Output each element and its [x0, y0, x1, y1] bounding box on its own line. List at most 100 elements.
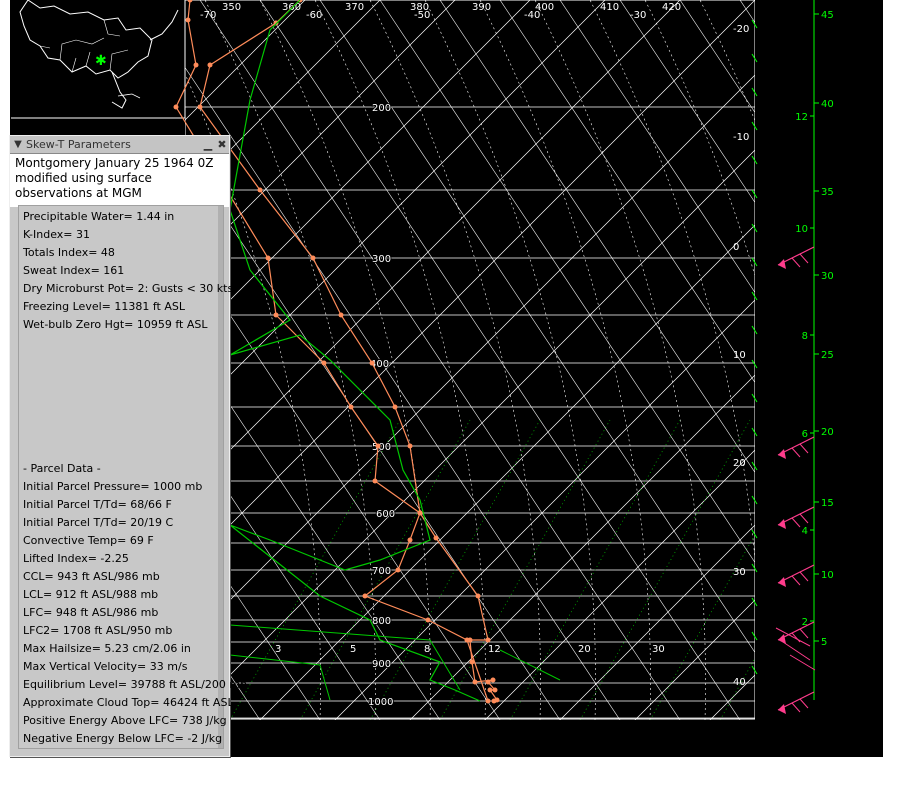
- height-kft-label: 25: [821, 350, 834, 361]
- profile-point: [321, 360, 327, 366]
- parameter-row: Sweat Index= 161: [23, 264, 125, 277]
- parameter-row: Approximate Cloud Top= 46424 ft ASL: [23, 696, 234, 709]
- parameters-list[interactable]: Precipitable Water= 1.44 in K-Index= 31 To…: [18, 205, 248, 749]
- mixing-ratio-line: [369, 419, 541, 720]
- profile-point: [273, 20, 279, 26]
- profile-point: [395, 567, 401, 573]
- pressure-label: 1000: [368, 697, 393, 708]
- parameter-row: LFC2= 1708 ft ASL/950 mb: [23, 624, 173, 637]
- profile-point: [173, 104, 179, 110]
- profile-point: [372, 478, 378, 484]
- parameter-row: Equilibrium Level= 39788 ft ASL/200 mb: [23, 678, 248, 691]
- parameter-row: Positive Energy Above LFC= 738 J/kg: [23, 714, 227, 727]
- wind-staff-tick: [751, 631, 758, 641]
- dewpoint-profile-line: [229, 624, 461, 701]
- profile-point: [338, 312, 344, 318]
- wind-staff-tick: [751, 291, 758, 301]
- profile-point: [475, 593, 481, 599]
- profile-point: [257, 187, 263, 193]
- isotherm-label: 0: [733, 242, 739, 253]
- mixing-ratio-line: [649, 533, 755, 720]
- profile-point: [187, 0, 193, 3]
- profile-point: [492, 687, 498, 693]
- wind-barb-icon: [777, 436, 815, 459]
- pressure-label: 600: [376, 509, 395, 520]
- wind-staff-tick: [751, 257, 758, 267]
- mixing-ratio-line: [439, 419, 611, 720]
- profile-point: [310, 255, 316, 261]
- isotherm-line: [185, 74, 755, 646]
- pressure-label: 700: [372, 566, 391, 577]
- isotherm-line: [484, 449, 755, 720]
- isotherm-line: [185, 149, 755, 720]
- theta-label: 390: [472, 2, 491, 13]
- isotherm-label: 10: [733, 350, 746, 361]
- parameter-row: Negative Energy Below LFC= -2 J/kg: [23, 732, 223, 745]
- parameter-row: K-Index= 31: [23, 228, 91, 241]
- isotherm-line: [334, 299, 755, 720]
- mixing-ratio-label: 5: [350, 644, 356, 655]
- theta-label: 370: [345, 2, 364, 13]
- profile-point: [433, 535, 439, 541]
- profile-point: [407, 443, 413, 449]
- profile-point: [485, 679, 491, 685]
- wind-staff-tick: [751, 325, 758, 335]
- close-icon[interactable]: ✖: [217, 138, 227, 151]
- height-kft-label: 30: [821, 271, 834, 282]
- wind-staff-tick: [751, 495, 758, 505]
- profile-point: [425, 617, 431, 623]
- profile-point: [185, 17, 191, 23]
- parameter-row: Convective Temp= 69 F: [23, 534, 154, 547]
- dry-adiabat-line: [379, 0, 755, 564]
- profile-point: [207, 62, 213, 68]
- isotherm-line: [409, 374, 755, 720]
- isotherm-line: [185, 0, 606, 421]
- dewpoint-profile-line: [229, 0, 481, 702]
- mixing-ratio-label: 30: [652, 644, 665, 655]
- isotherm-line: [185, 0, 456, 271]
- wind-staff-tick: [751, 155, 758, 165]
- height-km-label: 2: [802, 617, 808, 628]
- dry-adiabat-line: [439, 0, 755, 474]
- profile-point: [469, 659, 475, 665]
- profile-point: [348, 404, 354, 410]
- profile-point: [417, 510, 423, 516]
- lcl-line: [499, 649, 561, 681]
- mixing-ratio-line: [229, 419, 401, 720]
- parcel-data-heading: - Parcel Data -: [23, 462, 101, 475]
- chevron-down-icon[interactable]: ▼: [14, 139, 22, 150]
- dry-adiabat-line: [185, 516, 321, 720]
- wind-staff-tick: [751, 529, 758, 539]
- mixing-ratio-line: [579, 419, 751, 720]
- theta-label: 400: [535, 2, 554, 13]
- isotherm-label: -20: [733, 24, 749, 35]
- isotherm-label: -30: [630, 10, 646, 21]
- height-km-label: 10: [795, 224, 808, 235]
- theta-label: 410: [600, 2, 619, 13]
- wind-staff-tick: [751, 563, 758, 573]
- wind-staff-tick: [751, 597, 758, 607]
- skew-t-parameters-window[interactable]: ▼ Skew-T Parameters ▁ ✖ Montgomery Janua…: [9, 135, 248, 757]
- pressure-label: 900: [372, 659, 391, 670]
- sounding-header: Montgomery January 25 1964 0Z modified u…: [10, 154, 229, 207]
- mixing-ratio-label: 3: [275, 644, 281, 655]
- pressure-label: 200: [372, 103, 391, 114]
- isotherm-label: -70: [200, 10, 216, 21]
- vertical-scrollbar[interactable]: [218, 206, 223, 748]
- window-titlebar[interactable]: ▼ Skew-T Parameters ▁ ✖: [10, 136, 229, 154]
- header-line: modified using surface: [15, 171, 152, 185]
- wind-barb-icon: [777, 691, 815, 714]
- parameter-row: Precipitable Water= 1.44 in: [23, 210, 175, 223]
- wind-staff-tick: [751, 223, 758, 233]
- profile-point: [485, 637, 491, 643]
- profile-point: [362, 593, 368, 599]
- parameter-row: Lifted Index= -2.25: [23, 552, 129, 565]
- parameter-row: Initial Parcel T/Td= 20/19 C: [23, 516, 174, 529]
- height-kft-label: 35: [821, 187, 834, 198]
- isotherm-line: [185, 0, 531, 346]
- wind-staff-tick: [751, 359, 758, 369]
- minimize-button[interactable]: ▁: [203, 138, 213, 151]
- wind-staff-tick: [751, 19, 758, 29]
- height-kft-label: 45: [821, 10, 834, 21]
- profile-point: [407, 537, 413, 543]
